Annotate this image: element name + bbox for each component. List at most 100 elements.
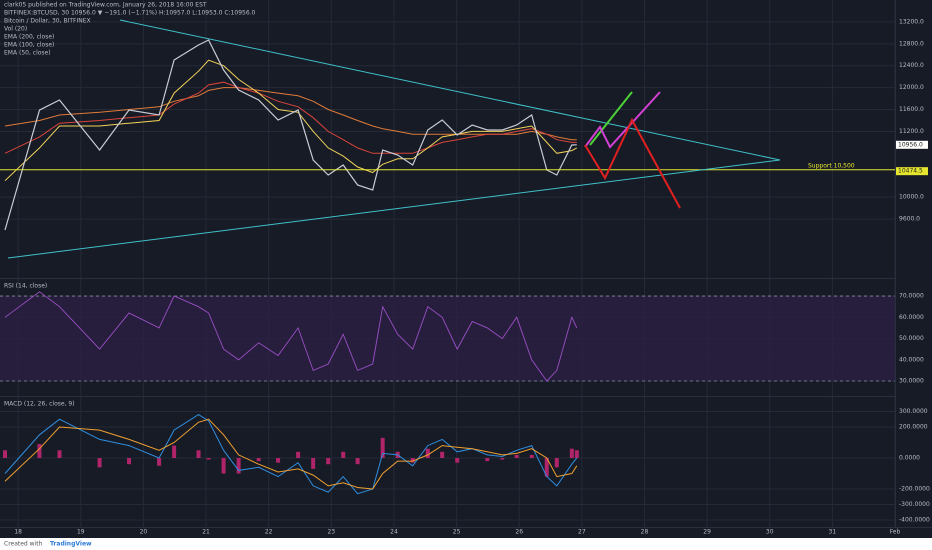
macd-histogram-bar <box>380 437 385 459</box>
chart-title: Bitcoin / Dollar, 30, BITFINEX <box>4 18 91 25</box>
y-tick-label: -200.0000 <box>899 486 930 493</box>
price-tag <box>896 140 928 149</box>
x-tick-label: 22 <box>265 529 273 536</box>
macd-histogram-bar <box>256 458 261 462</box>
x-tick-label: 19 <box>77 529 85 536</box>
macd-histogram-bar <box>355 458 360 465</box>
y-tick-label: 0.0000 <box>899 455 920 462</box>
macd-histogram-bar <box>326 458 331 465</box>
macd-histogram-bar <box>37 444 42 459</box>
x-tick-label: 26 <box>515 529 523 536</box>
macd-histogram-bar <box>236 458 241 474</box>
y-tick-label: 50.0000 <box>899 335 924 342</box>
projection-red <box>584 117 681 209</box>
y-tick-label: 11200.0 <box>899 128 924 135</box>
panel-separator <box>0 527 932 528</box>
x-tick-label: 24 <box>390 529 398 536</box>
macd-histogram-bar <box>514 454 519 459</box>
ema-line <box>4 81 577 154</box>
rsi-title: RSI (14, close) <box>4 283 47 290</box>
legend-entry: EMA (50, close) <box>4 50 51 57</box>
y-tick-label: -300.0000 <box>899 501 930 508</box>
x-tick-label: 23 <box>327 529 335 536</box>
x-tick-label: 25 <box>453 529 461 536</box>
footer-bar <box>0 538 932 550</box>
x-tick-label: 30 <box>766 529 774 536</box>
y-tick-label: 60.0000 <box>899 314 924 321</box>
macd-histogram-bar <box>500 458 505 460</box>
signal-line <box>4 418 578 490</box>
macd-histogram-bar <box>221 458 226 474</box>
macd-histogram-bar <box>296 451 301 459</box>
y-tick-label: 30.0000 <box>899 377 924 384</box>
volume-label: Vol (20) <box>4 26 27 33</box>
x-tick-label: 18 <box>14 529 22 536</box>
macd-histogram-bar <box>529 454 534 459</box>
macd-histogram-bar <box>410 458 415 463</box>
y-tick-label: 300.0000 <box>899 408 928 415</box>
macd-histogram-bar <box>485 458 490 462</box>
macd-histogram-bar <box>172 445 177 459</box>
x-tick-label: 28 <box>641 529 649 536</box>
macd-histogram-bar <box>206 458 211 460</box>
x-tick-label: 27 <box>578 529 586 536</box>
triangle-upper <box>119 19 781 161</box>
price-line <box>4 39 577 231</box>
author-line: clark05 published on TradingView.com, Ja… <box>4 2 207 9</box>
macd-histogram-bar <box>341 451 346 459</box>
macd-histogram-bar <box>127 458 132 465</box>
projection-magenta <box>584 91 661 149</box>
macd-histogram-bar <box>196 450 201 459</box>
x-tick-label: 20 <box>140 529 148 536</box>
y-tick-label: -400.0000 <box>899 517 930 524</box>
plot-layer: 18 19 20 21 22 23 24 25 26 27 28 29 30 31 Feb 13200.0 12… <box>0 18 930 536</box>
y-tick-label: 12800.0 <box>899 40 924 47</box>
price-tag <box>896 167 928 176</box>
y-tick-label: 11600.0 <box>899 106 924 113</box>
rsi-line <box>4 291 578 382</box>
panel-separator <box>0 396 895 397</box>
macd-histogram-bar <box>311 458 316 469</box>
triangle-lower <box>7 159 781 259</box>
x-tick-label: 21 <box>202 529 210 536</box>
macd-title: MACD (12, 26, close, 9) <box>4 401 75 408</box>
macd-histogram-bar <box>57 450 62 459</box>
y-tick-label: 12000.0 <box>899 84 924 91</box>
macd-histogram-bar <box>440 451 445 459</box>
price-tag-label: 10956.0 <box>898 141 923 148</box>
price-axis-border <box>895 0 896 527</box>
macd-histogram-bar <box>157 458 162 466</box>
macd-histogram-bar <box>425 448 430 459</box>
ema-line <box>4 87 577 141</box>
y-tick-label: 70.0000 <box>899 293 924 300</box>
x-tick-label: 29 <box>703 529 711 536</box>
panel-separator <box>0 278 895 279</box>
y-tick-label: 13200.0 <box>899 18 924 25</box>
y-tick-label: 12400.0 <box>899 62 924 69</box>
y-tick-label: 40.0000 <box>899 356 924 363</box>
ema-line <box>4 59 578 182</box>
rsi-band <box>0 296 895 381</box>
macd-histogram-bar <box>544 458 549 477</box>
macd-histogram-bar <box>455 458 460 463</box>
macd-histogram-bar <box>3 450 8 459</box>
macd-histogram-bar <box>574 450 579 459</box>
macd-histogram-bar <box>276 458 281 463</box>
y-tick-label: 10000.0 <box>899 194 924 201</box>
symbol-line: BITFINEX:BTCUSD, 30 10956.0 ▼ −191.0 (−1… <box>4 10 256 17</box>
y-tick-label: 200.0000 <box>899 423 928 430</box>
macd-histogram-bar <box>97 458 102 468</box>
legend-entry: EMA (100, close) <box>4 42 54 49</box>
macd-histogram-bar <box>554 458 559 468</box>
support-label: Support 10,500 <box>808 162 855 169</box>
projection-green <box>589 91 633 146</box>
x-tick-label: 31 <box>829 529 837 536</box>
macd-histogram-bar <box>569 448 574 459</box>
legend-entry: EMA (200, close) <box>4 34 54 41</box>
x-tick-label: Feb <box>890 529 901 536</box>
y-tick-label: 9600.0 <box>899 216 920 223</box>
footer-brand[interactable]: TradingView <box>50 541 92 548</box>
footer-created: Created with <box>4 541 43 548</box>
